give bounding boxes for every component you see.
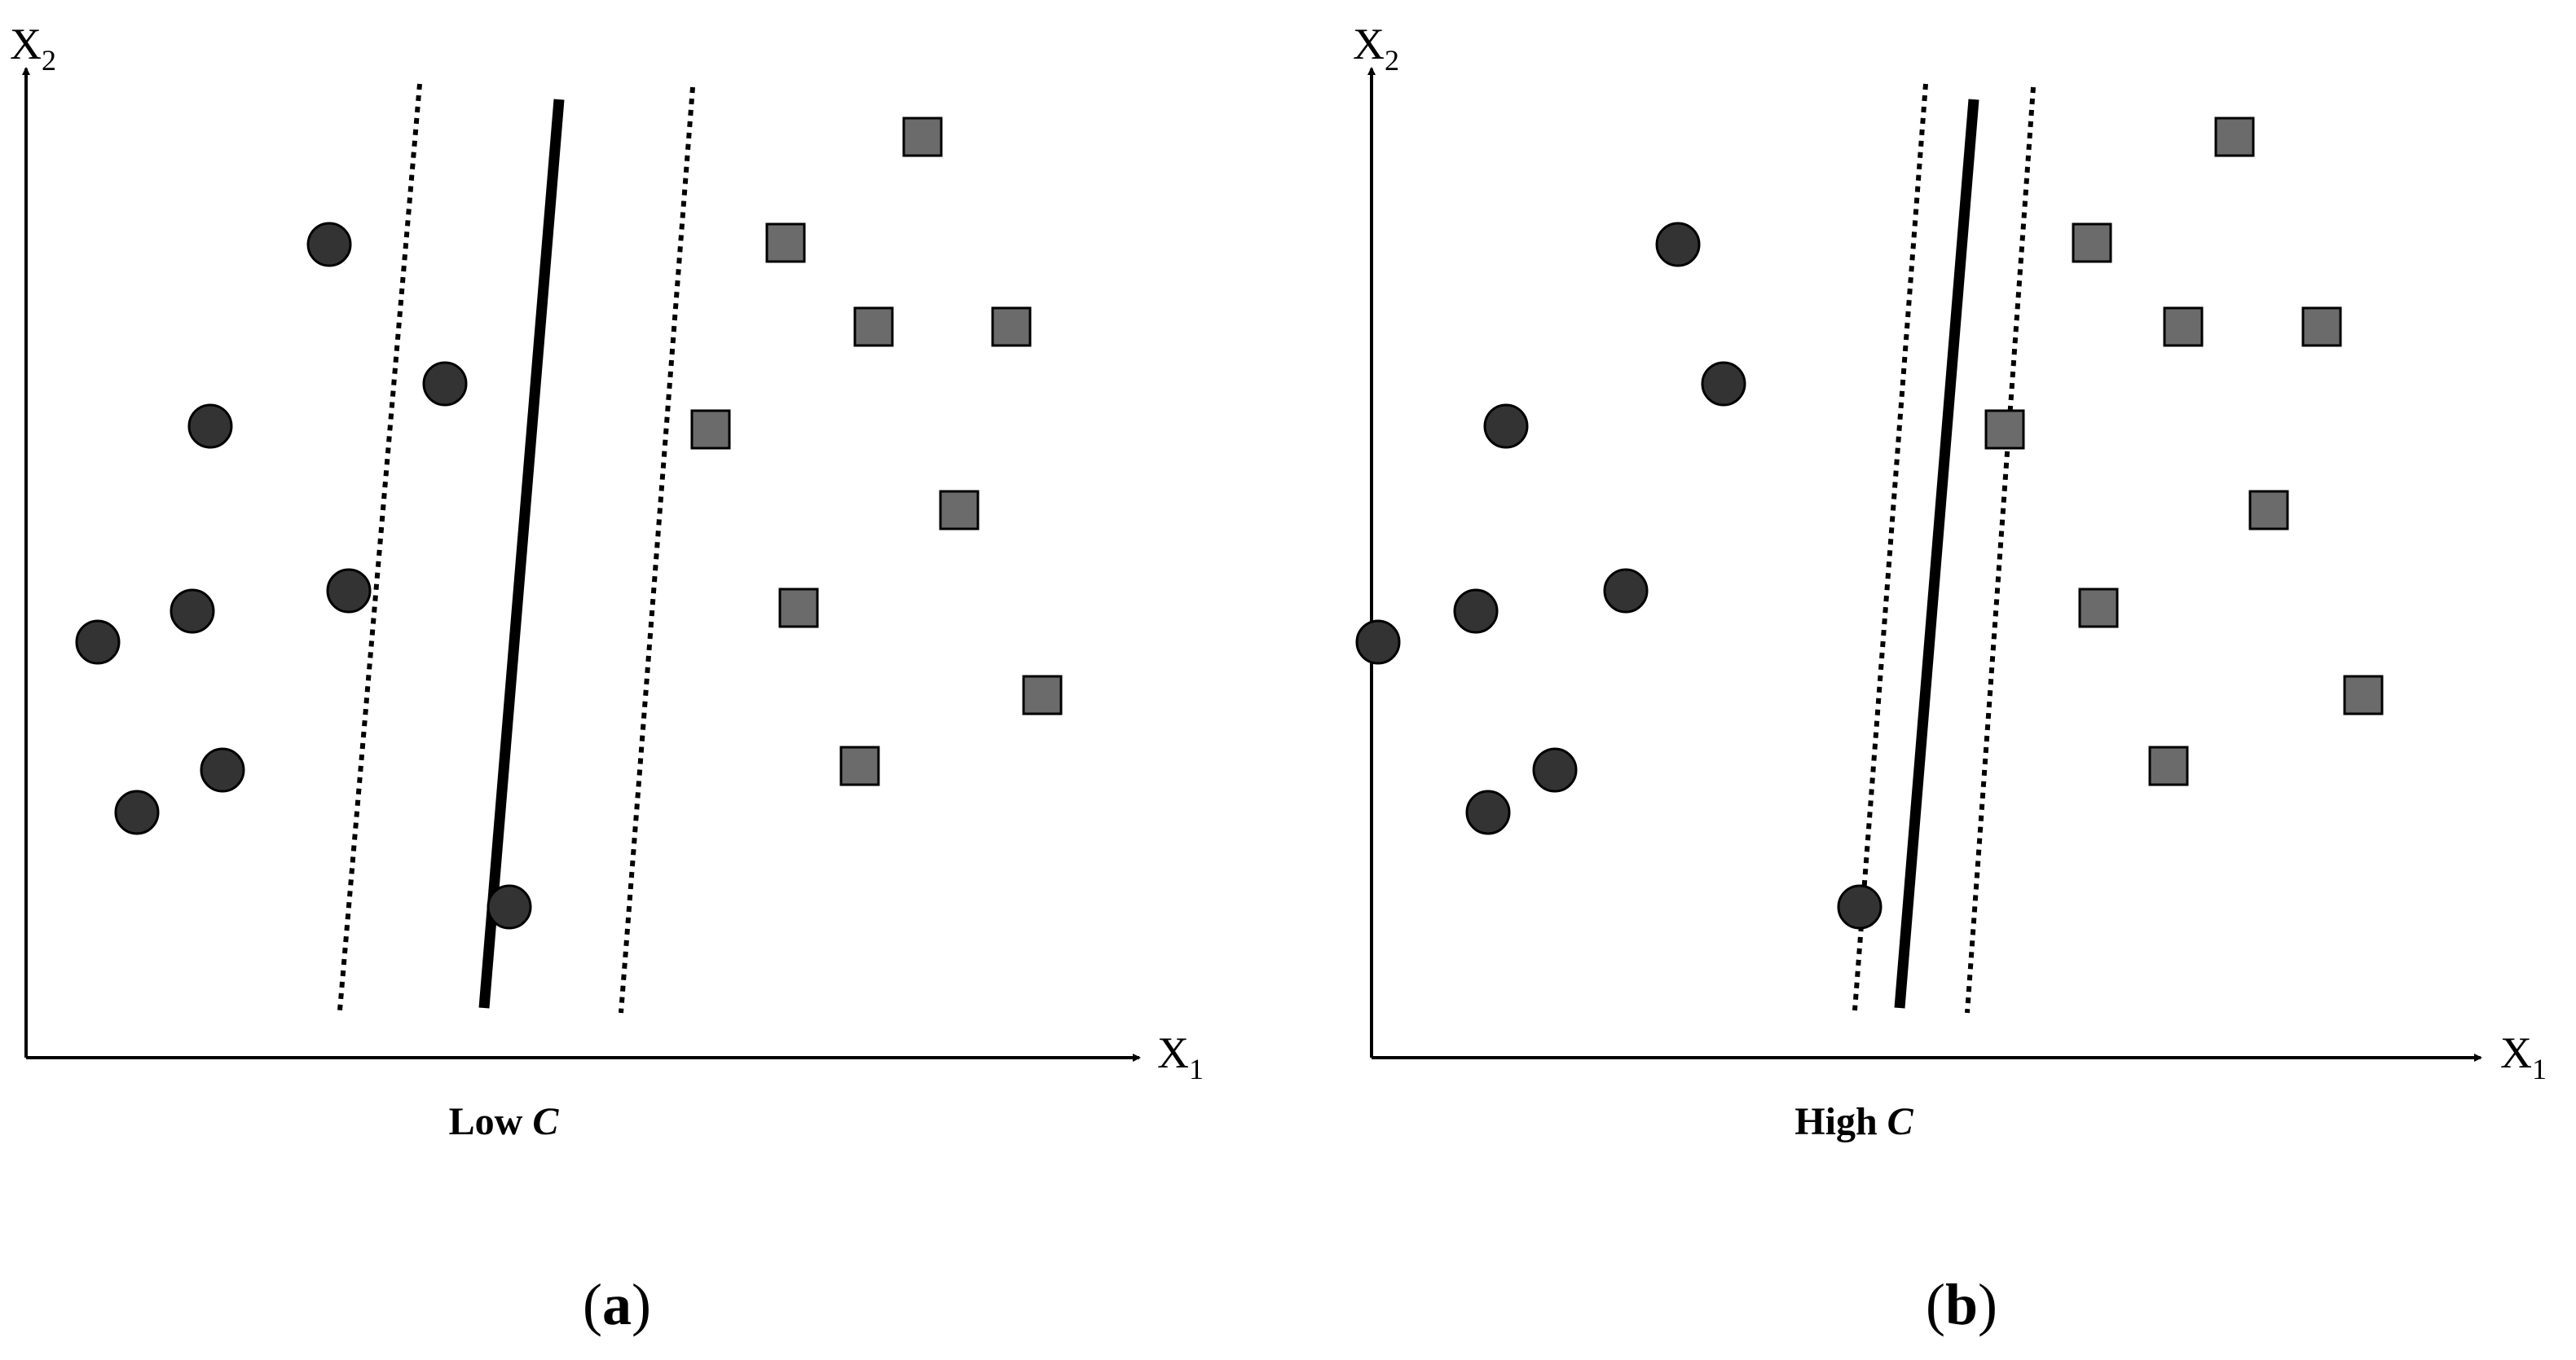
panel-a-square-point — [690, 409, 731, 450]
panel-a-margin-line-2 — [619, 86, 695, 1014]
panel-a-label: (a) — [583, 1272, 651, 1337]
panel-b-square-point — [2248, 490, 2289, 530]
panel-b: X2 X1 High C (b) — [1353, 20, 2547, 1337]
panel-a: X2 X1 Low C (a) — [10, 20, 1204, 1337]
panel-b-points — [1355, 117, 2384, 930]
panel-b-circle-point — [1701, 361, 1746, 407]
panel-b-circle-point — [1603, 568, 1649, 614]
panel-a-circle-point — [306, 222, 352, 267]
panel-a-square-point — [853, 306, 894, 347]
panel-b-square-point — [2214, 117, 2255, 157]
panel-a-circle-point — [187, 403, 233, 449]
panel-b-hyperplane — [1894, 99, 1979, 1009]
panel-a-square-point — [778, 588, 819, 628]
panel-a-points — [75, 117, 1063, 930]
panel-b-square-point — [2301, 306, 2342, 347]
panel-a-square-point — [1022, 675, 1063, 715]
panel-a-square-point — [765, 222, 806, 263]
panel-b-square-point — [2078, 588, 2119, 628]
panel-a-caption: Low C — [449, 1100, 560, 1143]
panel-a-y-axis-label: X2 — [10, 20, 56, 77]
panel-a-circle-point — [170, 588, 215, 634]
panel-a-circle-point — [487, 884, 532, 930]
panel-b-x-axis-label: X1 — [2500, 1028, 2547, 1085]
panel-a-margin-line-1 — [337, 83, 422, 1011]
panel-a-circle-point — [200, 747, 245, 793]
panel-b-square-point — [2072, 222, 2112, 263]
panel-a-hyperplane — [478, 99, 565, 1009]
panel-b-circle-point — [1532, 747, 1578, 793]
panel-a-square-point — [902, 117, 943, 157]
panel-b-y-axis-label: X2 — [1353, 20, 1399, 77]
panel-a-square-point — [991, 306, 1032, 347]
panel-b-label: (b) — [1926, 1272, 1997, 1337]
panel-a-circle-point — [422, 361, 468, 407]
panel-a-circle-point — [75, 619, 121, 665]
panel-b-caption: High C — [1794, 1100, 1913, 1143]
panel-b-circle-point — [1655, 222, 1701, 267]
panel-b-square-point — [2163, 306, 2204, 347]
panel-b-square-point — [2148, 746, 2189, 786]
panel-a-square-point — [839, 746, 880, 786]
panel-a-square-point — [939, 490, 980, 530]
panel-b-margin-line-2 — [1965, 86, 2036, 1014]
panel-a-x-axis-label: X1 — [1157, 1028, 1204, 1085]
panel-a-circle-point — [114, 790, 160, 835]
panel-b-square-point — [1984, 409, 2025, 450]
panel-a-circle-point — [326, 568, 372, 614]
panel-b-lines — [1852, 83, 2036, 1014]
panel-a-lines — [337, 83, 695, 1014]
panel-b-circle-point — [1483, 403, 1529, 449]
panel-b-circle-point — [1465, 790, 1511, 835]
panel-b-circle-point — [1453, 588, 1499, 634]
panel-b-square-point — [2343, 675, 2384, 715]
panel-b-circle-point — [1837, 884, 1882, 930]
panel-b-circle-point — [1355, 619, 1401, 665]
